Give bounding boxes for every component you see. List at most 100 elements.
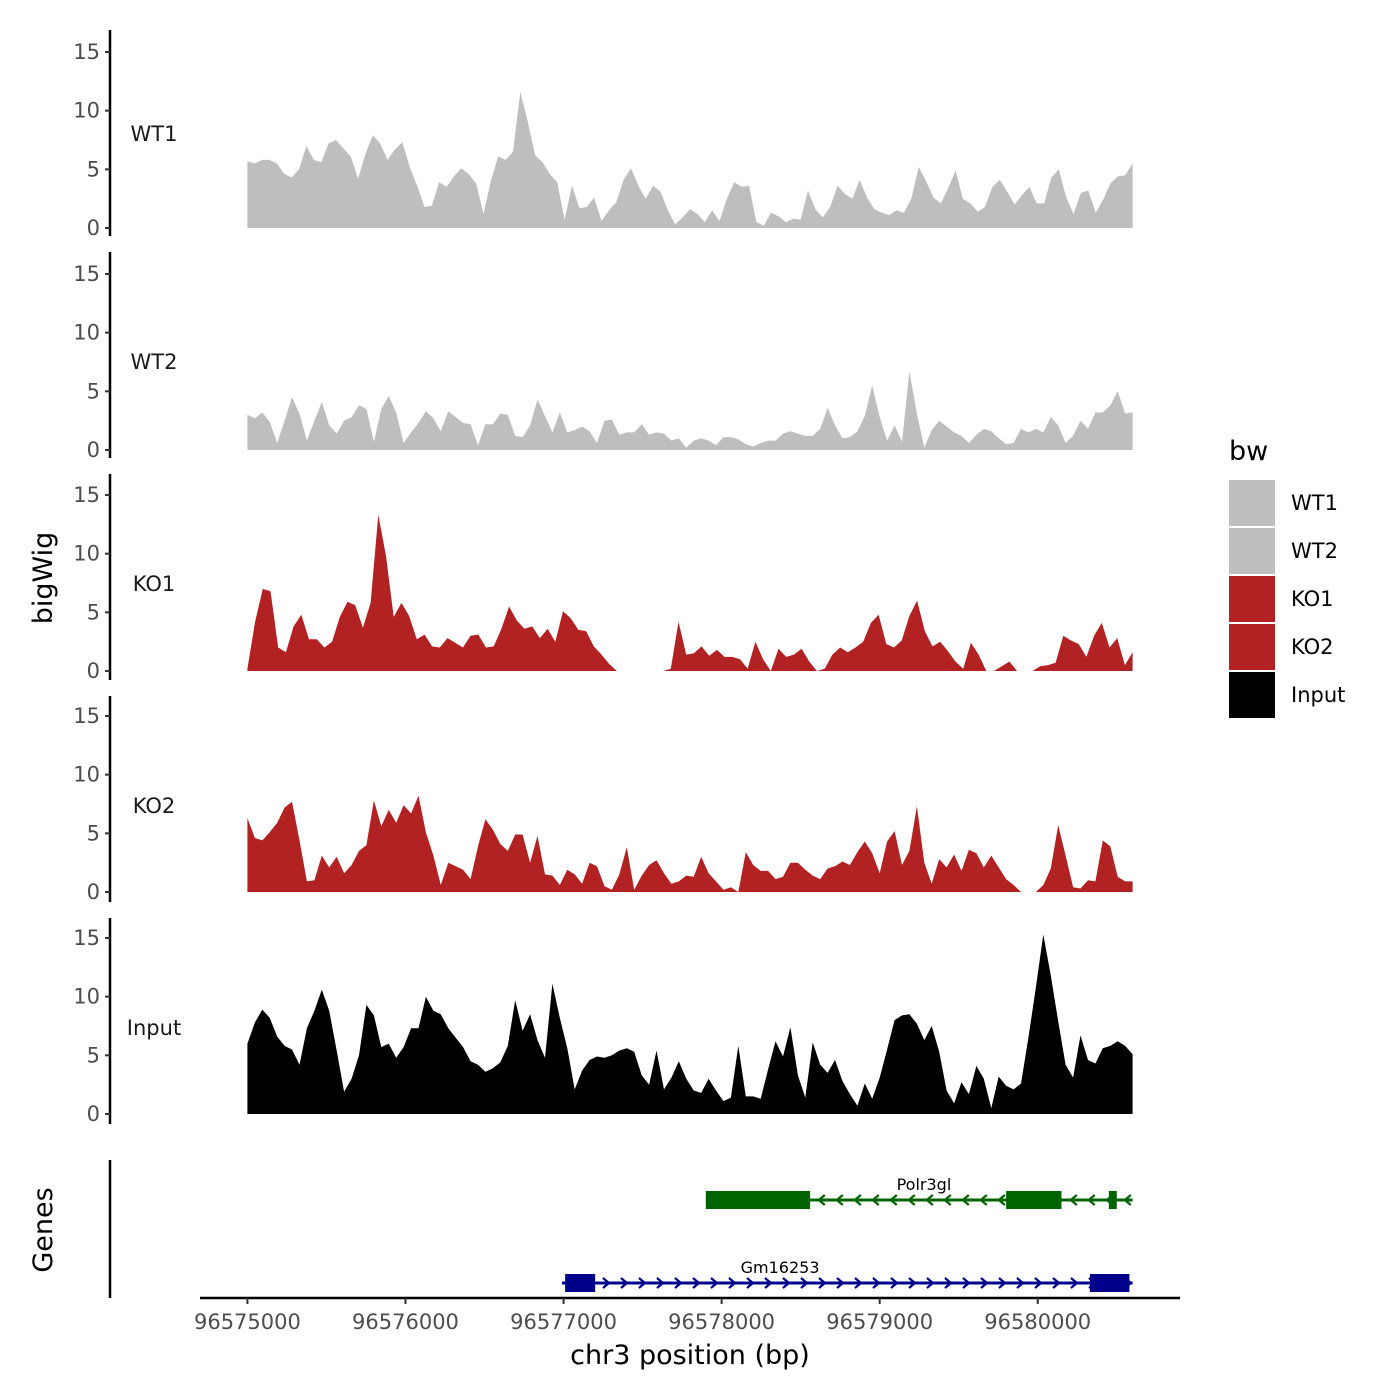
strand-arrow bbox=[1052, 1277, 1061, 1289]
legend-swatch-input bbox=[1229, 672, 1275, 718]
y-tick-label: 5 bbox=[87, 1043, 100, 1067]
strand-arrow bbox=[782, 1277, 791, 1289]
legend-label: Input bbox=[1291, 683, 1345, 707]
track-label: WT1 bbox=[131, 122, 178, 146]
strand-arrow bbox=[1069, 1194, 1078, 1206]
exon-block bbox=[1089, 1274, 1130, 1292]
y-tick-label: 15 bbox=[73, 704, 100, 728]
strand-arrow bbox=[1070, 1277, 1079, 1289]
coverage-area-input bbox=[247, 934, 1133, 1114]
legend-label: KO1 bbox=[1291, 587, 1334, 611]
exon-block bbox=[705, 1191, 811, 1209]
legend-label: KO2 bbox=[1291, 635, 1334, 659]
track-input: 0 5 10 15 Input bbox=[73, 918, 1133, 1126]
strand-arrow bbox=[979, 1194, 988, 1206]
gene-label: Gm16253 bbox=[741, 1258, 820, 1277]
y-tick-label: 15 bbox=[73, 262, 100, 286]
track-label: KO1 bbox=[133, 572, 176, 596]
y-tick-label: 5 bbox=[87, 157, 100, 181]
strand-arrow bbox=[692, 1277, 701, 1289]
y-tick-label: 5 bbox=[87, 600, 100, 624]
legend-swatch-wt2 bbox=[1229, 528, 1275, 574]
legend-label: WT1 bbox=[1291, 491, 1338, 515]
coverage-area-wt2 bbox=[247, 371, 1133, 450]
strand-arrow bbox=[998, 1277, 1007, 1289]
strand-arrow bbox=[1034, 1277, 1043, 1289]
x-tick-label: 96575000 bbox=[194, 1310, 301, 1334]
strand-arrow bbox=[1123, 1194, 1132, 1206]
strand-arrow bbox=[980, 1277, 989, 1289]
strand-arrow bbox=[925, 1194, 934, 1206]
x-axis-title: chr3 position (bp) bbox=[570, 1340, 810, 1371]
y-tick-label: 15 bbox=[73, 40, 100, 64]
exon-block bbox=[1108, 1191, 1117, 1209]
y-tick-label: 0 bbox=[87, 1102, 100, 1126]
strand-arrow bbox=[907, 1194, 916, 1206]
coverage-tracks: 0 5 10 15 WT1 0 5 10 15 WT2 0 5 10 15 KO1 0 5 10 15 KO2 0 5 10… bbox=[73, 30, 1133, 1126]
strand-arrow bbox=[854, 1277, 863, 1289]
y-tick-label: 0 bbox=[87, 659, 100, 683]
strand-arrow bbox=[835, 1194, 844, 1206]
strand-arrow bbox=[871, 1194, 880, 1206]
track-label: KO2 bbox=[133, 794, 176, 818]
y-tick-label: 10 bbox=[73, 99, 100, 123]
strand-arrow bbox=[926, 1277, 935, 1289]
strand-arrow bbox=[602, 1277, 611, 1289]
y-tick-label: 15 bbox=[73, 926, 100, 950]
strand-arrow bbox=[853, 1194, 862, 1206]
strand-arrow bbox=[674, 1277, 683, 1289]
legend-label: WT2 bbox=[1291, 539, 1338, 563]
strand-arrow bbox=[818, 1277, 827, 1289]
coverage-area-ko1 bbox=[247, 514, 1133, 671]
x-tick-label: 96577000 bbox=[510, 1310, 617, 1334]
y-tick-label: 10 bbox=[73, 985, 100, 1009]
strand-arrow bbox=[710, 1277, 719, 1289]
strand-arrow bbox=[889, 1194, 898, 1206]
x-tick-label: 96579000 bbox=[826, 1310, 933, 1334]
strand-arrow bbox=[656, 1277, 665, 1289]
track-label: WT2 bbox=[131, 350, 178, 374]
strand-arrow bbox=[997, 1194, 1006, 1206]
y-tick-label: 0 bbox=[87, 216, 100, 240]
track-ko1: 0 5 10 15 KO1 bbox=[73, 474, 1133, 683]
legend-swatch-wt1 bbox=[1229, 480, 1275, 526]
gene-gm16253: Gm16253 bbox=[561, 1258, 1133, 1292]
strand-arrow bbox=[638, 1277, 647, 1289]
y-tick-label: 0 bbox=[87, 880, 100, 904]
gene-label: Polr3gl bbox=[897, 1175, 952, 1194]
exon-block bbox=[1006, 1191, 1062, 1209]
y-tick-label: 10 bbox=[73, 321, 100, 345]
x-tick-label: 96578000 bbox=[668, 1310, 775, 1334]
legend-swatch-ko1 bbox=[1229, 576, 1275, 622]
strand-arrow bbox=[961, 1194, 970, 1206]
strand-arrow bbox=[1016, 1277, 1025, 1289]
y-axis-title: bigWig bbox=[28, 532, 59, 625]
coverage-area-wt1 bbox=[247, 91, 1133, 229]
y-tick-label: 10 bbox=[73, 542, 100, 566]
gene-annotation-track: Polr3gl Gm16253 bbox=[108, 1160, 1133, 1298]
genes-axis-title: Genes bbox=[28, 1187, 59, 1272]
track-label: Input bbox=[127, 1016, 181, 1040]
y-tick-label: 15 bbox=[73, 483, 100, 507]
legend-swatch-ko2 bbox=[1229, 624, 1275, 670]
y-tick-label: 5 bbox=[87, 379, 100, 403]
track-wt2: 0 5 10 15 WT2 bbox=[73, 252, 1133, 462]
y-tick-label: 0 bbox=[87, 438, 100, 462]
strand-arrow bbox=[890, 1277, 899, 1289]
strand-arrow bbox=[943, 1194, 952, 1206]
legend: bw WT1 WT2 KO1 KO2 Input bbox=[1229, 436, 1345, 718]
strand-arrow bbox=[908, 1277, 917, 1289]
strand-arrow bbox=[620, 1277, 629, 1289]
y-tick-label: 5 bbox=[87, 821, 100, 845]
track-ko2: 0 5 10 15 KO2 bbox=[73, 696, 1133, 904]
exon-block bbox=[565, 1274, 596, 1292]
y-tick-label: 10 bbox=[73, 763, 100, 787]
strand-arrow bbox=[1087, 1194, 1096, 1206]
strand-arrow bbox=[728, 1277, 737, 1289]
x-tick-label: 96576000 bbox=[352, 1310, 459, 1334]
strand-arrow bbox=[944, 1277, 953, 1289]
strand-arrow bbox=[872, 1277, 881, 1289]
strand-arrow bbox=[962, 1277, 971, 1289]
strand-arrow bbox=[817, 1194, 826, 1206]
